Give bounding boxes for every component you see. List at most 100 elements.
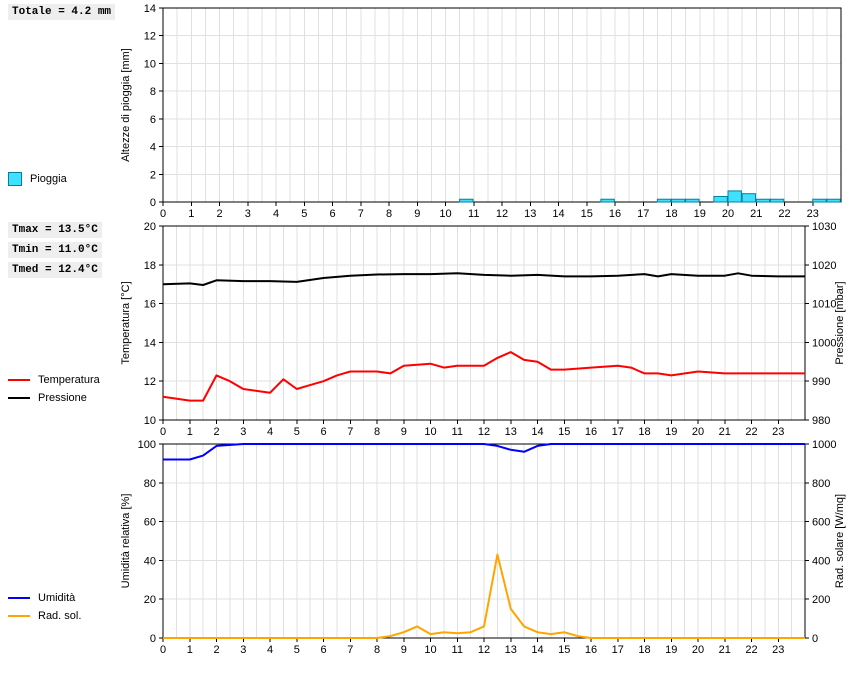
svg-text:17: 17 bbox=[612, 426, 624, 438]
chart-svg: 0123456789101112131415161718192021222310… bbox=[119, 222, 849, 440]
svg-text:14: 14 bbox=[531, 426, 543, 438]
svg-text:14: 14 bbox=[531, 644, 543, 656]
svg-text:1: 1 bbox=[188, 208, 194, 220]
svg-text:400: 400 bbox=[812, 555, 830, 567]
svg-text:22: 22 bbox=[745, 426, 757, 438]
svg-text:21: 21 bbox=[750, 208, 762, 220]
chart-temp_press: 0123456789101112131415161718192021222310… bbox=[119, 222, 852, 440]
chart-rain: 0123456789101112131415161718192021222302… bbox=[119, 4, 852, 222]
svg-text:8: 8 bbox=[386, 208, 392, 220]
svg-text:4: 4 bbox=[273, 208, 279, 220]
svg-text:8: 8 bbox=[150, 86, 156, 98]
svg-text:Pressione [mbar]: Pressione [mbar] bbox=[834, 281, 846, 364]
svg-text:1000: 1000 bbox=[812, 337, 836, 349]
svg-text:23: 23 bbox=[772, 644, 784, 656]
legend-label: Pressione bbox=[38, 392, 87, 404]
svg-text:3: 3 bbox=[245, 208, 251, 220]
svg-text:21: 21 bbox=[719, 644, 731, 656]
svg-text:12: 12 bbox=[478, 644, 490, 656]
svg-text:990: 990 bbox=[812, 376, 830, 388]
legend-line bbox=[8, 597, 30, 599]
svg-text:10: 10 bbox=[424, 426, 436, 438]
svg-text:10: 10 bbox=[424, 644, 436, 656]
svg-text:1: 1 bbox=[187, 426, 193, 438]
svg-text:2: 2 bbox=[213, 644, 219, 656]
svg-text:12: 12 bbox=[144, 376, 156, 388]
svg-text:20: 20 bbox=[144, 594, 156, 606]
svg-text:16: 16 bbox=[609, 208, 621, 220]
svg-text:15: 15 bbox=[558, 644, 570, 656]
svg-text:21: 21 bbox=[719, 426, 731, 438]
svg-text:Rad. solare [W/mq]: Rad. solare [W/mq] bbox=[834, 494, 846, 588]
svg-text:14: 14 bbox=[552, 208, 564, 220]
svg-text:7: 7 bbox=[347, 644, 353, 656]
svg-text:2: 2 bbox=[150, 169, 156, 181]
svg-text:80: 80 bbox=[144, 478, 156, 490]
svg-text:7: 7 bbox=[347, 426, 353, 438]
svg-text:5: 5 bbox=[294, 644, 300, 656]
legend-swatch bbox=[8, 172, 22, 186]
stat-box: Tmin = 11.0°C bbox=[8, 242, 102, 258]
svg-text:11: 11 bbox=[468, 208, 479, 220]
svg-text:60: 60 bbox=[144, 517, 156, 529]
chart-svg: 0123456789101112131415161718192021222302… bbox=[119, 4, 849, 222]
svg-text:16: 16 bbox=[585, 644, 597, 656]
svg-text:2: 2 bbox=[216, 208, 222, 220]
panel-temp_press: Tmax = 13.5°CTmin = 11.0°CTmed = 12.4°CT… bbox=[4, 222, 852, 440]
legend-item: Temperatura bbox=[8, 374, 119, 386]
svg-text:18: 18 bbox=[638, 644, 650, 656]
svg-text:0: 0 bbox=[160, 644, 166, 656]
svg-text:23: 23 bbox=[807, 208, 819, 220]
legend-label: Pioggia bbox=[30, 173, 67, 185]
svg-text:22: 22 bbox=[745, 644, 757, 656]
legend-item: Rad. sol. bbox=[8, 610, 119, 622]
legend-item: Pioggia bbox=[8, 172, 119, 186]
svg-text:600: 600 bbox=[812, 517, 830, 529]
svg-text:8: 8 bbox=[374, 644, 380, 656]
stat-box: Totale = 4.2 mm bbox=[8, 4, 115, 20]
svg-text:6: 6 bbox=[320, 644, 326, 656]
svg-text:6: 6 bbox=[329, 208, 335, 220]
panel-rain: Totale = 4.2 mmPioggia012345678910111213… bbox=[4, 4, 852, 222]
panel-sidebar: Tmax = 13.5°CTmin = 11.0°CTmed = 12.4°CT… bbox=[4, 222, 119, 440]
svg-text:11: 11 bbox=[452, 426, 463, 438]
svg-text:19: 19 bbox=[694, 208, 706, 220]
svg-text:11: 11 bbox=[452, 644, 463, 656]
svg-text:13: 13 bbox=[505, 426, 517, 438]
svg-text:17: 17 bbox=[637, 208, 649, 220]
svg-text:16: 16 bbox=[144, 299, 156, 311]
svg-text:0: 0 bbox=[812, 633, 818, 645]
svg-text:0: 0 bbox=[150, 633, 156, 645]
legend-item: Pressione bbox=[8, 392, 119, 404]
stat-box: Tmax = 13.5°C bbox=[8, 222, 102, 238]
svg-text:20: 20 bbox=[722, 208, 734, 220]
svg-text:1010: 1010 bbox=[812, 299, 836, 311]
svg-text:14: 14 bbox=[144, 337, 156, 349]
svg-text:12: 12 bbox=[478, 426, 490, 438]
chart-hum_rad: 0123456789101112131415161718192021222302… bbox=[119, 440, 852, 658]
svg-text:Umidità relativa [%]: Umidità relativa [%] bbox=[120, 494, 132, 589]
svg-text:8: 8 bbox=[374, 426, 380, 438]
svg-text:13: 13 bbox=[505, 644, 517, 656]
svg-text:100: 100 bbox=[138, 440, 156, 451]
svg-text:20: 20 bbox=[692, 426, 704, 438]
panel-sidebar: Totale = 4.2 mm Pioggia bbox=[4, 4, 119, 222]
svg-text:0: 0 bbox=[150, 197, 156, 209]
svg-text:10: 10 bbox=[144, 415, 156, 427]
svg-text:10: 10 bbox=[439, 208, 451, 220]
svg-text:800: 800 bbox=[812, 478, 830, 490]
svg-text:5: 5 bbox=[301, 208, 307, 220]
svg-text:9: 9 bbox=[401, 426, 407, 438]
svg-text:15: 15 bbox=[558, 426, 570, 438]
panel-sidebar: UmiditàRad. sol. bbox=[4, 440, 119, 658]
svg-text:6: 6 bbox=[150, 114, 156, 126]
legend-label: Rad. sol. bbox=[38, 610, 81, 622]
svg-text:19: 19 bbox=[665, 426, 677, 438]
svg-text:1020: 1020 bbox=[812, 260, 836, 272]
svg-text:13: 13 bbox=[524, 208, 536, 220]
svg-text:0: 0 bbox=[160, 426, 166, 438]
svg-text:17: 17 bbox=[612, 644, 624, 656]
svg-text:18: 18 bbox=[638, 426, 650, 438]
svg-text:10: 10 bbox=[144, 58, 156, 70]
svg-text:23: 23 bbox=[772, 426, 784, 438]
